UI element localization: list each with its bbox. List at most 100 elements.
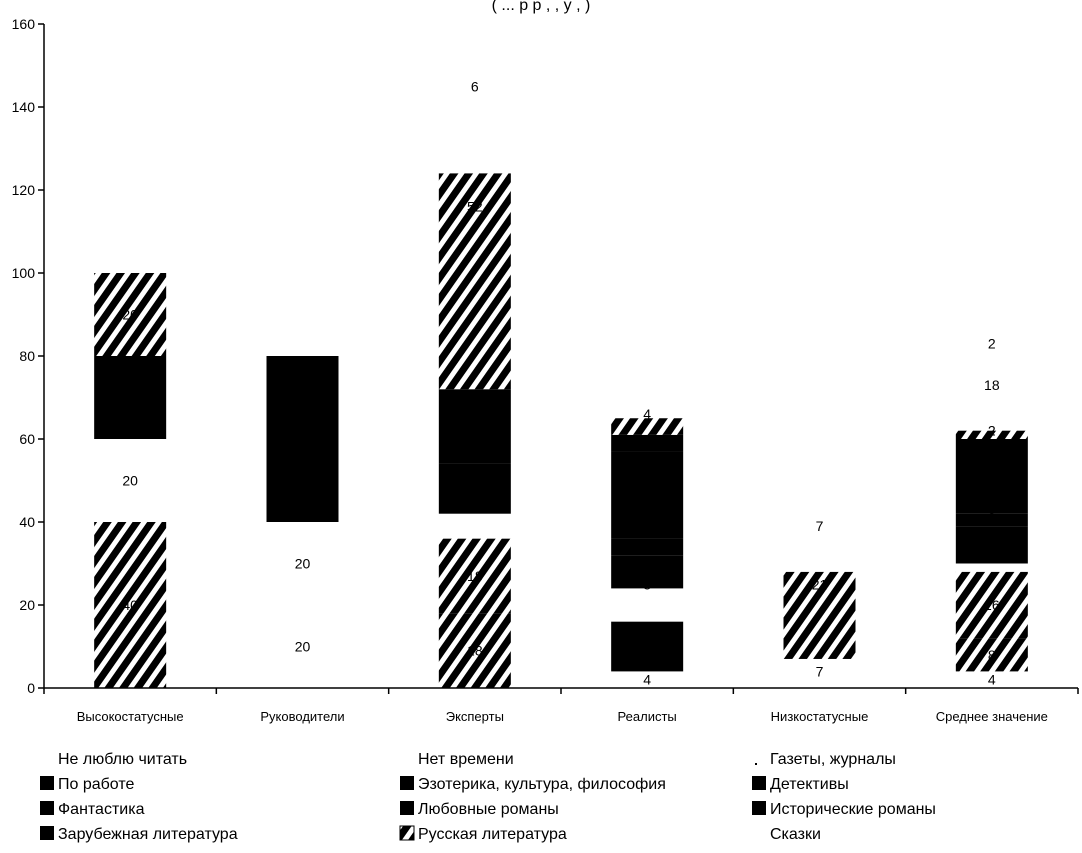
x-tick-label: Высокостатусные: [77, 709, 184, 724]
bar-segment: [611, 621, 684, 672]
bar-segment: [94, 522, 167, 688]
bar-segment: [94, 439, 167, 522]
data-labels: 40 20 20 20 20 20 20 18 18 6 52 6 4 8 4 4 4 7 21 7 4 8 16 3 9 2 18…: [122, 78, 999, 687]
data-label: 8: [643, 576, 651, 592]
legend-swatch: [400, 801, 414, 815]
y-tick-label: 40: [19, 514, 35, 530]
bar-segment: [955, 671, 1028, 688]
bar-segment: [955, 439, 1028, 514]
data-label: 4: [643, 406, 651, 422]
data-label: 3: [988, 510, 996, 526]
bar-segment: [266, 605, 339, 688]
bar-segment: [438, 513, 511, 539]
bar-segment: [783, 658, 856, 688]
bar-segment: [783, 571, 856, 659]
bar-segment: [611, 538, 684, 556]
data-label: 20: [295, 473, 311, 489]
bar-segment: [94, 356, 167, 439]
bar-segment: [611, 418, 684, 435]
bar-segment: [611, 588, 684, 622]
bar-segment: [955, 526, 1028, 564]
x-tick-label: Руководители: [260, 709, 344, 724]
data-label: 7: [816, 518, 824, 534]
bar-segment: [611, 434, 684, 452]
x-tick-label: Реалисты: [618, 709, 677, 724]
bar-segment: [955, 563, 1028, 572]
legend-swatch: [755, 763, 757, 765]
bar-segment: [266, 522, 339, 605]
y-tick-label: 60: [19, 431, 35, 447]
legend-label: По работе: [58, 776, 135, 793]
data-label: 2: [988, 336, 996, 352]
data-label: 18: [467, 568, 483, 584]
bar-segment: [955, 430, 1028, 439]
bar-segment: [955, 638, 1028, 672]
bar-segment: [94, 273, 167, 356]
data-label: 9: [988, 485, 996, 501]
data-label: 20: [295, 556, 311, 572]
data-label: 4: [643, 522, 651, 538]
data-label: 8: [988, 647, 996, 663]
data-label: 21: [812, 576, 828, 592]
bar-segment: [438, 613, 511, 688]
bar-segment: [438, 389, 511, 464]
bar-segment: [611, 671, 684, 688]
bar-segment: [783, 542, 856, 572]
data-label: 16: [984, 597, 1000, 613]
legend-swatch: [752, 776, 766, 790]
bar-segment: [611, 451, 684, 539]
legend-swatch: [40, 826, 54, 840]
data-label: 52: [467, 199, 483, 215]
data-label: 2: [988, 423, 996, 439]
data-label: 20: [295, 639, 311, 655]
y-tick-label: 160: [12, 16, 36, 32]
bar-segment: [266, 439, 339, 522]
legend-swatch: [40, 801, 54, 815]
data-label: 6: [471, 468, 479, 484]
legend-label: Зарубежная литература: [58, 826, 238, 843]
data-label: 4: [988, 672, 996, 688]
data-label: 7: [816, 663, 824, 679]
data-label: 18: [984, 377, 1000, 393]
plot-area: [94, 173, 1028, 688]
bar-segment: [438, 538, 511, 614]
legend: Не люблю читать Нет времени Газеты, журнал…: [40, 751, 936, 843]
bar-segment: [266, 356, 339, 439]
legend-label: Фантастика: [58, 801, 145, 818]
data-label: 4: [643, 672, 651, 688]
legend-swatch: [400, 776, 414, 790]
legend-swatch: [752, 801, 766, 815]
legend-label: Газеты, журналы: [770, 751, 896, 768]
y-tick-label: 100: [12, 265, 36, 281]
data-label: 6: [471, 78, 479, 94]
y-tick-label: 0: [27, 680, 35, 696]
data-label: 4: [643, 431, 651, 447]
data-label: 20: [122, 473, 138, 489]
data-label: 20: [122, 307, 138, 323]
legend-label: Сказки: [770, 826, 821, 843]
legend-label: Русская литература: [418, 826, 567, 843]
bar-segment: [438, 463, 511, 514]
bar-segment: [611, 555, 684, 589]
legend-label: Любовные романы: [418, 801, 559, 818]
legend-label: Детективы: [770, 776, 849, 793]
legend-label: Нет времени: [418, 751, 514, 768]
legend-label: Не люблю читать: [58, 751, 187, 768]
y-tick-label: 140: [12, 99, 36, 115]
legend-label: Эзотерика, культура, философия: [418, 776, 666, 793]
bar-segment: [438, 173, 511, 390]
data-label: 40: [122, 597, 138, 613]
x-tick-label: Среднее значение: [936, 709, 1048, 724]
y-tick-label: 80: [19, 348, 35, 364]
y-tick-label: 20: [19, 597, 35, 613]
data-label: 20: [122, 390, 138, 406]
y-tick-label: 120: [12, 182, 36, 198]
data-label: 18: [467, 643, 483, 659]
axes: 0 20 40 60 80 100 120 140 160 Высокостатусные Руко…: [12, 16, 1079, 724]
x-tick-label: Низкостатусные: [771, 709, 869, 724]
legend-swatch: [40, 776, 54, 790]
legend-swatch: [399, 825, 415, 841]
x-tick-label: Эксперты: [446, 709, 504, 724]
chart-title-fragment: ( ... р р , , у , ): [492, 0, 591, 14]
